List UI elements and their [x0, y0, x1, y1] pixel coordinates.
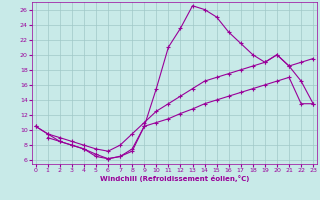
X-axis label: Windchill (Refroidissement éolien,°C): Windchill (Refroidissement éolien,°C): [100, 175, 249, 182]
